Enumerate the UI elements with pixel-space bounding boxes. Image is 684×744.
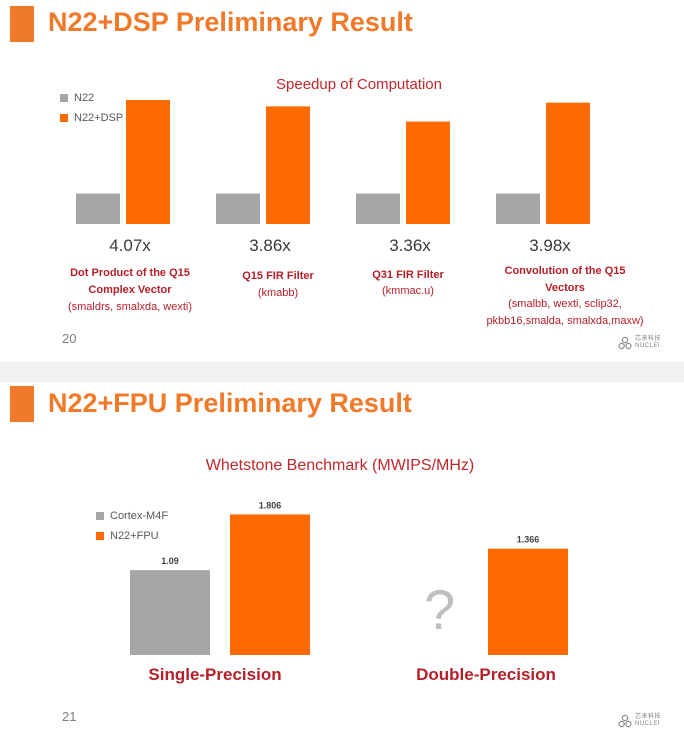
category-label-line: Vectors — [545, 282, 585, 294]
logo-text-cn: 芯来科技 — [635, 714, 662, 720]
slide-title: N22+FPU Preliminary Result — [48, 388, 412, 418]
category-label: Double-Precision — [416, 665, 556, 684]
legend-label: N22 — [74, 92, 95, 104]
title-accent-bar — [10, 6, 34, 42]
bar-cortex-m4f — [130, 570, 210, 655]
category-label: Dot Product of the Q15 Complex Vector — [30, 265, 230, 299]
speedup-bar-chart — [76, 99, 590, 224]
nuclei-logo-icon — [618, 336, 632, 350]
legend-item-n22-fpu: N22+FPU — [96, 526, 168, 546]
legend-item-n22: N22 — [60, 88, 123, 108]
legend-swatch-orange — [96, 532, 104, 540]
title-accent-bar — [10, 386, 34, 422]
page-number: 21 — [62, 709, 77, 724]
bar-value-label: 1.09 — [161, 556, 179, 566]
speedup-value: 3.86x — [249, 236, 291, 255]
bar-n22-dsp — [546, 102, 590, 224]
bar-n22-fpu — [230, 514, 310, 655]
category-label: Q31 FIR Filter — [372, 269, 444, 281]
slide-divider — [0, 362, 684, 382]
legend-item-n22-dsp: N22+DSP — [60, 108, 123, 128]
nuclei-logo: 芯来科技 NUCLEI — [618, 336, 661, 350]
category-detail-line: pkbb16,smalda, smalxda,maxw) — [486, 315, 644, 327]
category-label-line: Dot Product of the Q15 — [70, 267, 190, 279]
logo-text-en: NUCLEI — [635, 721, 661, 727]
bar-n22 — [356, 193, 400, 224]
bar-n22-dsp — [126, 99, 170, 224]
bar-n22 — [496, 193, 540, 224]
category-detail: (kmabb) — [257, 287, 299, 299]
slide-dsp: N22+DSP Preliminary Result Speedup of Co… — [0, 0, 684, 362]
legend-swatch-gray — [96, 512, 104, 520]
bar-n22 — [216, 193, 260, 224]
bar-n22-dsp — [406, 121, 450, 224]
category-detail: (smaldrs, smalxda, wexti) — [67, 301, 193, 313]
category-label-line: Complex Vector — [88, 284, 172, 296]
category-label: Single-Precision — [148, 665, 282, 684]
speedup-value: 4.07x — [109, 236, 151, 255]
chart-legend: Cortex-M4F N22+FPU — [96, 506, 168, 546]
speedup-value: 3.36x — [389, 236, 431, 255]
bar-n22-dsp — [266, 106, 310, 224]
bar-n22-fpu — [488, 548, 568, 655]
slide-fpu: N22+FPU Preliminary Result Whetstone Ben… — [0, 382, 684, 744]
bar-value-label: 1.366 — [517, 535, 540, 545]
nuclei-logo: 芯来科技 NUCLEI — [618, 714, 661, 728]
logo-text-cn: 芯来科技 — [635, 336, 662, 342]
legend-label: Cortex-M4F — [110, 510, 169, 522]
category-label: Convolution of the Q15 Vectors — [460, 263, 670, 297]
bar-value-label: 1.806 — [259, 500, 282, 510]
logo-text-en: NUCLEI — [635, 343, 661, 349]
whetstone-bar-chart: 1.09 1.806 1.366 — [130, 500, 568, 655]
legend-label: N22+FPU — [110, 530, 159, 542]
chart-title: Speedup of Computation — [276, 76, 442, 93]
category-detail-line: (smalbb, wexti, sclip32, — [508, 298, 622, 310]
category-detail: (smalbb, wexti, sclip32, pkbb16,smalda, … — [450, 296, 680, 330]
legend-swatch-orange — [60, 114, 68, 122]
slide-title: N22+DSP Preliminary Result — [48, 7, 413, 37]
category-label: Q15 FIR Filter — [242, 270, 314, 282]
nuclei-logo-icon — [618, 714, 632, 728]
legend-label: N22+DSP — [74, 112, 124, 124]
category-label-line: Convolution of the Q15 — [504, 265, 626, 277]
chart-legend: N22 N22+DSP — [60, 88, 123, 128]
unknown-value-question-mark: ? — [424, 578, 456, 641]
category-detail: (kmmac.u) — [382, 285, 434, 297]
speedup-value: 3.98x — [529, 236, 571, 255]
chart-title: Whetstone Benchmark (MWIPS/MHz) — [205, 457, 475, 474]
page-number: 20 — [62, 331, 77, 346]
legend-item-cortex-m4f: Cortex-M4F — [96, 506, 168, 526]
legend-swatch-gray — [60, 94, 68, 102]
bar-n22 — [76, 193, 120, 224]
